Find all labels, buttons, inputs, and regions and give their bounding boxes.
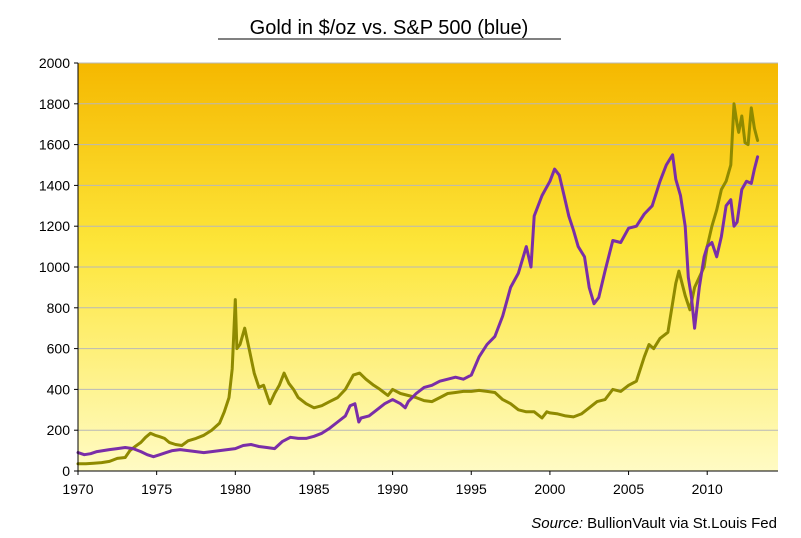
x-tick-label: 1990 xyxy=(377,481,408,497)
x-tick-label: 1975 xyxy=(141,481,172,497)
y-tick-label: 1400 xyxy=(39,177,70,193)
x-axis-ticks: 1970 1975 1980 1985 1990 1995 2000 2005 2010 xyxy=(62,471,723,497)
gold-series-line xyxy=(76,102,760,466)
y-tick-label: 400 xyxy=(47,381,71,397)
x-tick-label: 1985 xyxy=(298,481,329,497)
y-tick-label: 1200 xyxy=(39,218,70,234)
x-tick-label: 2010 xyxy=(692,481,723,497)
y-tick-label: 0 xyxy=(62,463,70,479)
y-tick-label: 800 xyxy=(47,300,71,316)
grid-lines xyxy=(78,62,778,431)
y-tick-label: 600 xyxy=(47,341,71,357)
source-caption: Source: BullionVault via St.Louis Fed xyxy=(531,515,777,532)
chart-title: Gold in $/oz vs. S&P 500 (blue) xyxy=(250,17,529,39)
y-tick-label: 1800 xyxy=(39,96,70,112)
y-tick-label: 2000 xyxy=(39,55,70,71)
x-tick-label: 1970 xyxy=(62,481,93,497)
x-tick-label: 1980 xyxy=(220,481,251,497)
x-tick-label: 1995 xyxy=(456,481,487,497)
y-tick-label: 1000 xyxy=(39,259,70,275)
source-label: Source: xyxy=(531,515,583,532)
source-text: BullionVault via St.Louis Fed xyxy=(583,515,777,532)
y-tick-label: 200 xyxy=(47,422,71,438)
s-p-500-series-line xyxy=(76,153,760,459)
y-axis-ticks: 0 200 400 600 800 1000 1200 1400 1600 1800 2000 xyxy=(39,55,78,479)
x-tick-label: 2005 xyxy=(613,481,644,497)
series-lines xyxy=(76,102,760,466)
y-tick-label: 1600 xyxy=(39,137,70,153)
x-tick-label: 2000 xyxy=(534,481,565,497)
